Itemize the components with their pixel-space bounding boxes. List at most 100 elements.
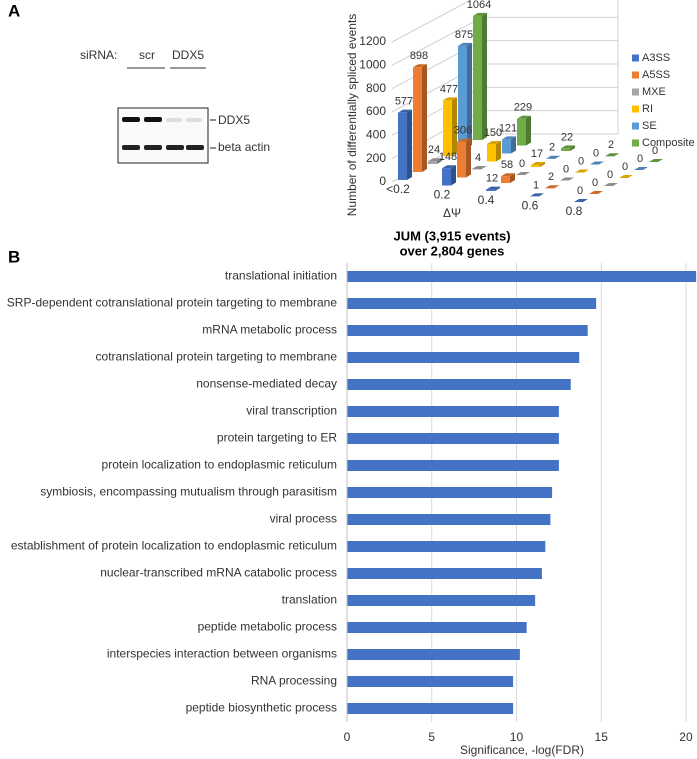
- bar: [443, 100, 452, 156]
- y-tick-label: establishment of protein localization to…: [11, 539, 337, 553]
- blot-band: [186, 145, 204, 150]
- bar: [517, 118, 526, 146]
- value-label: 0: [592, 177, 598, 189]
- bar: [347, 541, 546, 552]
- y-tick-label: RNA processing: [251, 674, 337, 688]
- bar-top: [575, 169, 589, 173]
- x-tick-label: 5: [428, 730, 435, 744]
- y-tick-label: 400: [366, 128, 386, 142]
- bar-side: [481, 166, 486, 170]
- bar-top: [443, 97, 457, 101]
- bar: [473, 15, 482, 140]
- legend-swatch: [632, 88, 639, 96]
- blot-band: [144, 145, 162, 150]
- axis-wall: [482, 0, 619, 135]
- x-tick-label: 0.8: [566, 204, 583, 218]
- legend-swatch: [632, 71, 639, 79]
- bar-top: [561, 145, 575, 149]
- value-label: 306: [454, 125, 472, 137]
- bar-top: [428, 158, 442, 162]
- panel-label: A: [8, 1, 20, 20]
- bar: [347, 649, 520, 660]
- bar-top: [531, 162, 545, 166]
- bar-side: [422, 64, 427, 172]
- y-tick-label: viral process: [270, 512, 337, 526]
- bar: [487, 144, 496, 162]
- blot-band: [122, 117, 140, 122]
- y-tick-label: cotranslational protein targeting to mem…: [96, 350, 338, 364]
- value-label: 577: [395, 96, 413, 108]
- legend-swatch: [632, 122, 639, 130]
- blot-frame: [117, 107, 209, 164]
- bar-side: [540, 162, 545, 167]
- bar: [458, 45, 467, 148]
- bar: [413, 67, 422, 172]
- bar: [561, 148, 570, 151]
- y-tick-label: SRP-dependent cotranslational protein ta…: [7, 296, 338, 310]
- bar-top: [634, 167, 648, 170]
- bar-top: [605, 153, 619, 157]
- bar-side: [555, 155, 560, 159]
- value-label: 0: [578, 155, 584, 167]
- legend-label: A3SS: [642, 52, 670, 64]
- y-tick-label: symbiosis, encompassing mutualism throug…: [40, 485, 337, 499]
- legend-swatch: [632, 105, 639, 113]
- bar-side: [614, 153, 619, 157]
- grid-line: [391, 0, 472, 43]
- bar-side: [539, 193, 544, 197]
- value-label: 2: [608, 139, 614, 151]
- value-label: 0: [607, 169, 613, 181]
- blot-band: [122, 145, 140, 150]
- legend-swatch: [632, 139, 639, 147]
- bar: [398, 112, 407, 180]
- bar: [347, 514, 551, 525]
- bar-side: [437, 158, 442, 164]
- value-label: 121: [499, 122, 517, 134]
- legend-swatch: [632, 54, 639, 62]
- value-label: 0: [652, 145, 658, 157]
- blot-prefix: siRNA:: [80, 48, 117, 62]
- value-label: 0: [637, 153, 643, 165]
- value-label: 898: [410, 50, 428, 62]
- x-tick-label: 0.2: [434, 188, 451, 202]
- bar: [531, 165, 540, 167]
- blot-band: [166, 118, 182, 122]
- bar-side: [467, 42, 472, 148]
- bar: [347, 487, 553, 498]
- bar: [347, 406, 559, 417]
- bar-top: [458, 42, 472, 46]
- blot-band: [144, 117, 162, 122]
- value-label: 148: [439, 151, 457, 163]
- value-label: 0: [577, 185, 583, 197]
- x-axis-label: Significance, -log(FDR): [460, 743, 584, 757]
- bar-top: [517, 115, 531, 119]
- legend-label: SE: [642, 120, 657, 132]
- y-tick-label: mRNA metabolic process: [202, 323, 337, 337]
- bar: [347, 433, 559, 444]
- y-tick-label: viral transcription: [246, 404, 337, 418]
- bar-top: [649, 159, 663, 162]
- bar: [347, 379, 571, 390]
- bar-top: [487, 141, 501, 144]
- bar: [347, 352, 580, 363]
- bar: [442, 168, 451, 186]
- y-axis-label: Number of differentially spliced events: [345, 14, 359, 217]
- y-tick-label: 1000: [359, 58, 386, 72]
- chart-title: JUM (3,915 events): [393, 228, 510, 243]
- bar-top: [590, 161, 604, 165]
- y-tick-label: protein targeting to ER: [217, 431, 337, 445]
- chart-subtitle: over 2,804 genes: [400, 243, 505, 258]
- bar: [347, 298, 597, 309]
- band-label: DDX5: [218, 113, 250, 127]
- bar-top: [486, 186, 500, 190]
- blot-band: [166, 145, 184, 150]
- value-label: 1064: [467, 0, 491, 11]
- bar: [347, 622, 527, 633]
- x-tick-label: 10: [510, 730, 524, 744]
- bar-top: [604, 183, 618, 186]
- bar-top: [501, 173, 515, 177]
- value-label: 0: [519, 158, 525, 170]
- bar: [347, 271, 697, 282]
- legend-label: Composite: [642, 137, 695, 149]
